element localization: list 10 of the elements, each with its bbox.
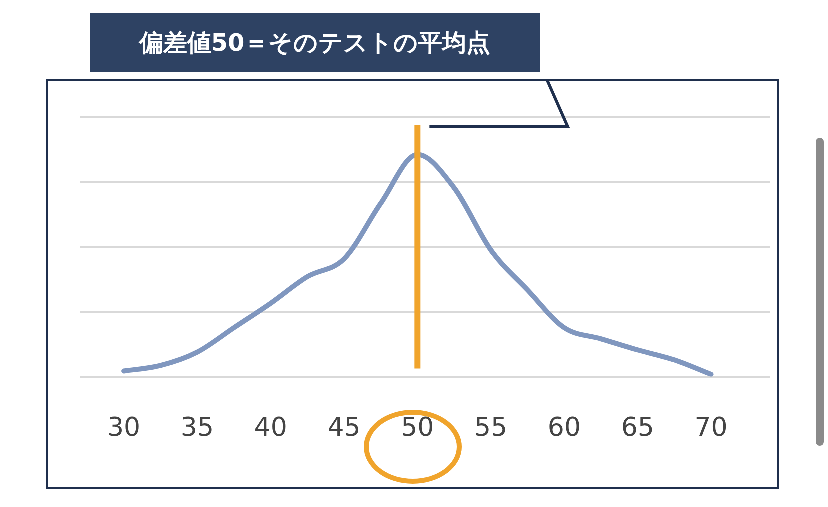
x-tick-label: 55 (474, 413, 508, 444)
x-tick-label: 35 (180, 413, 214, 444)
x-tick-label: 45 (328, 413, 361, 444)
x-tick-label: 50 (401, 413, 434, 444)
text: 偏差値50＝そのテストの平均点 (90, 13, 540, 72)
x-tick-label: 40 (254, 413, 288, 444)
x-tick-label: 60 (548, 413, 582, 444)
x-tick-label: 65 (621, 413, 654, 444)
x-tick-label: 70 (694, 413, 728, 444)
x-tick-label: 30 (107, 413, 141, 444)
